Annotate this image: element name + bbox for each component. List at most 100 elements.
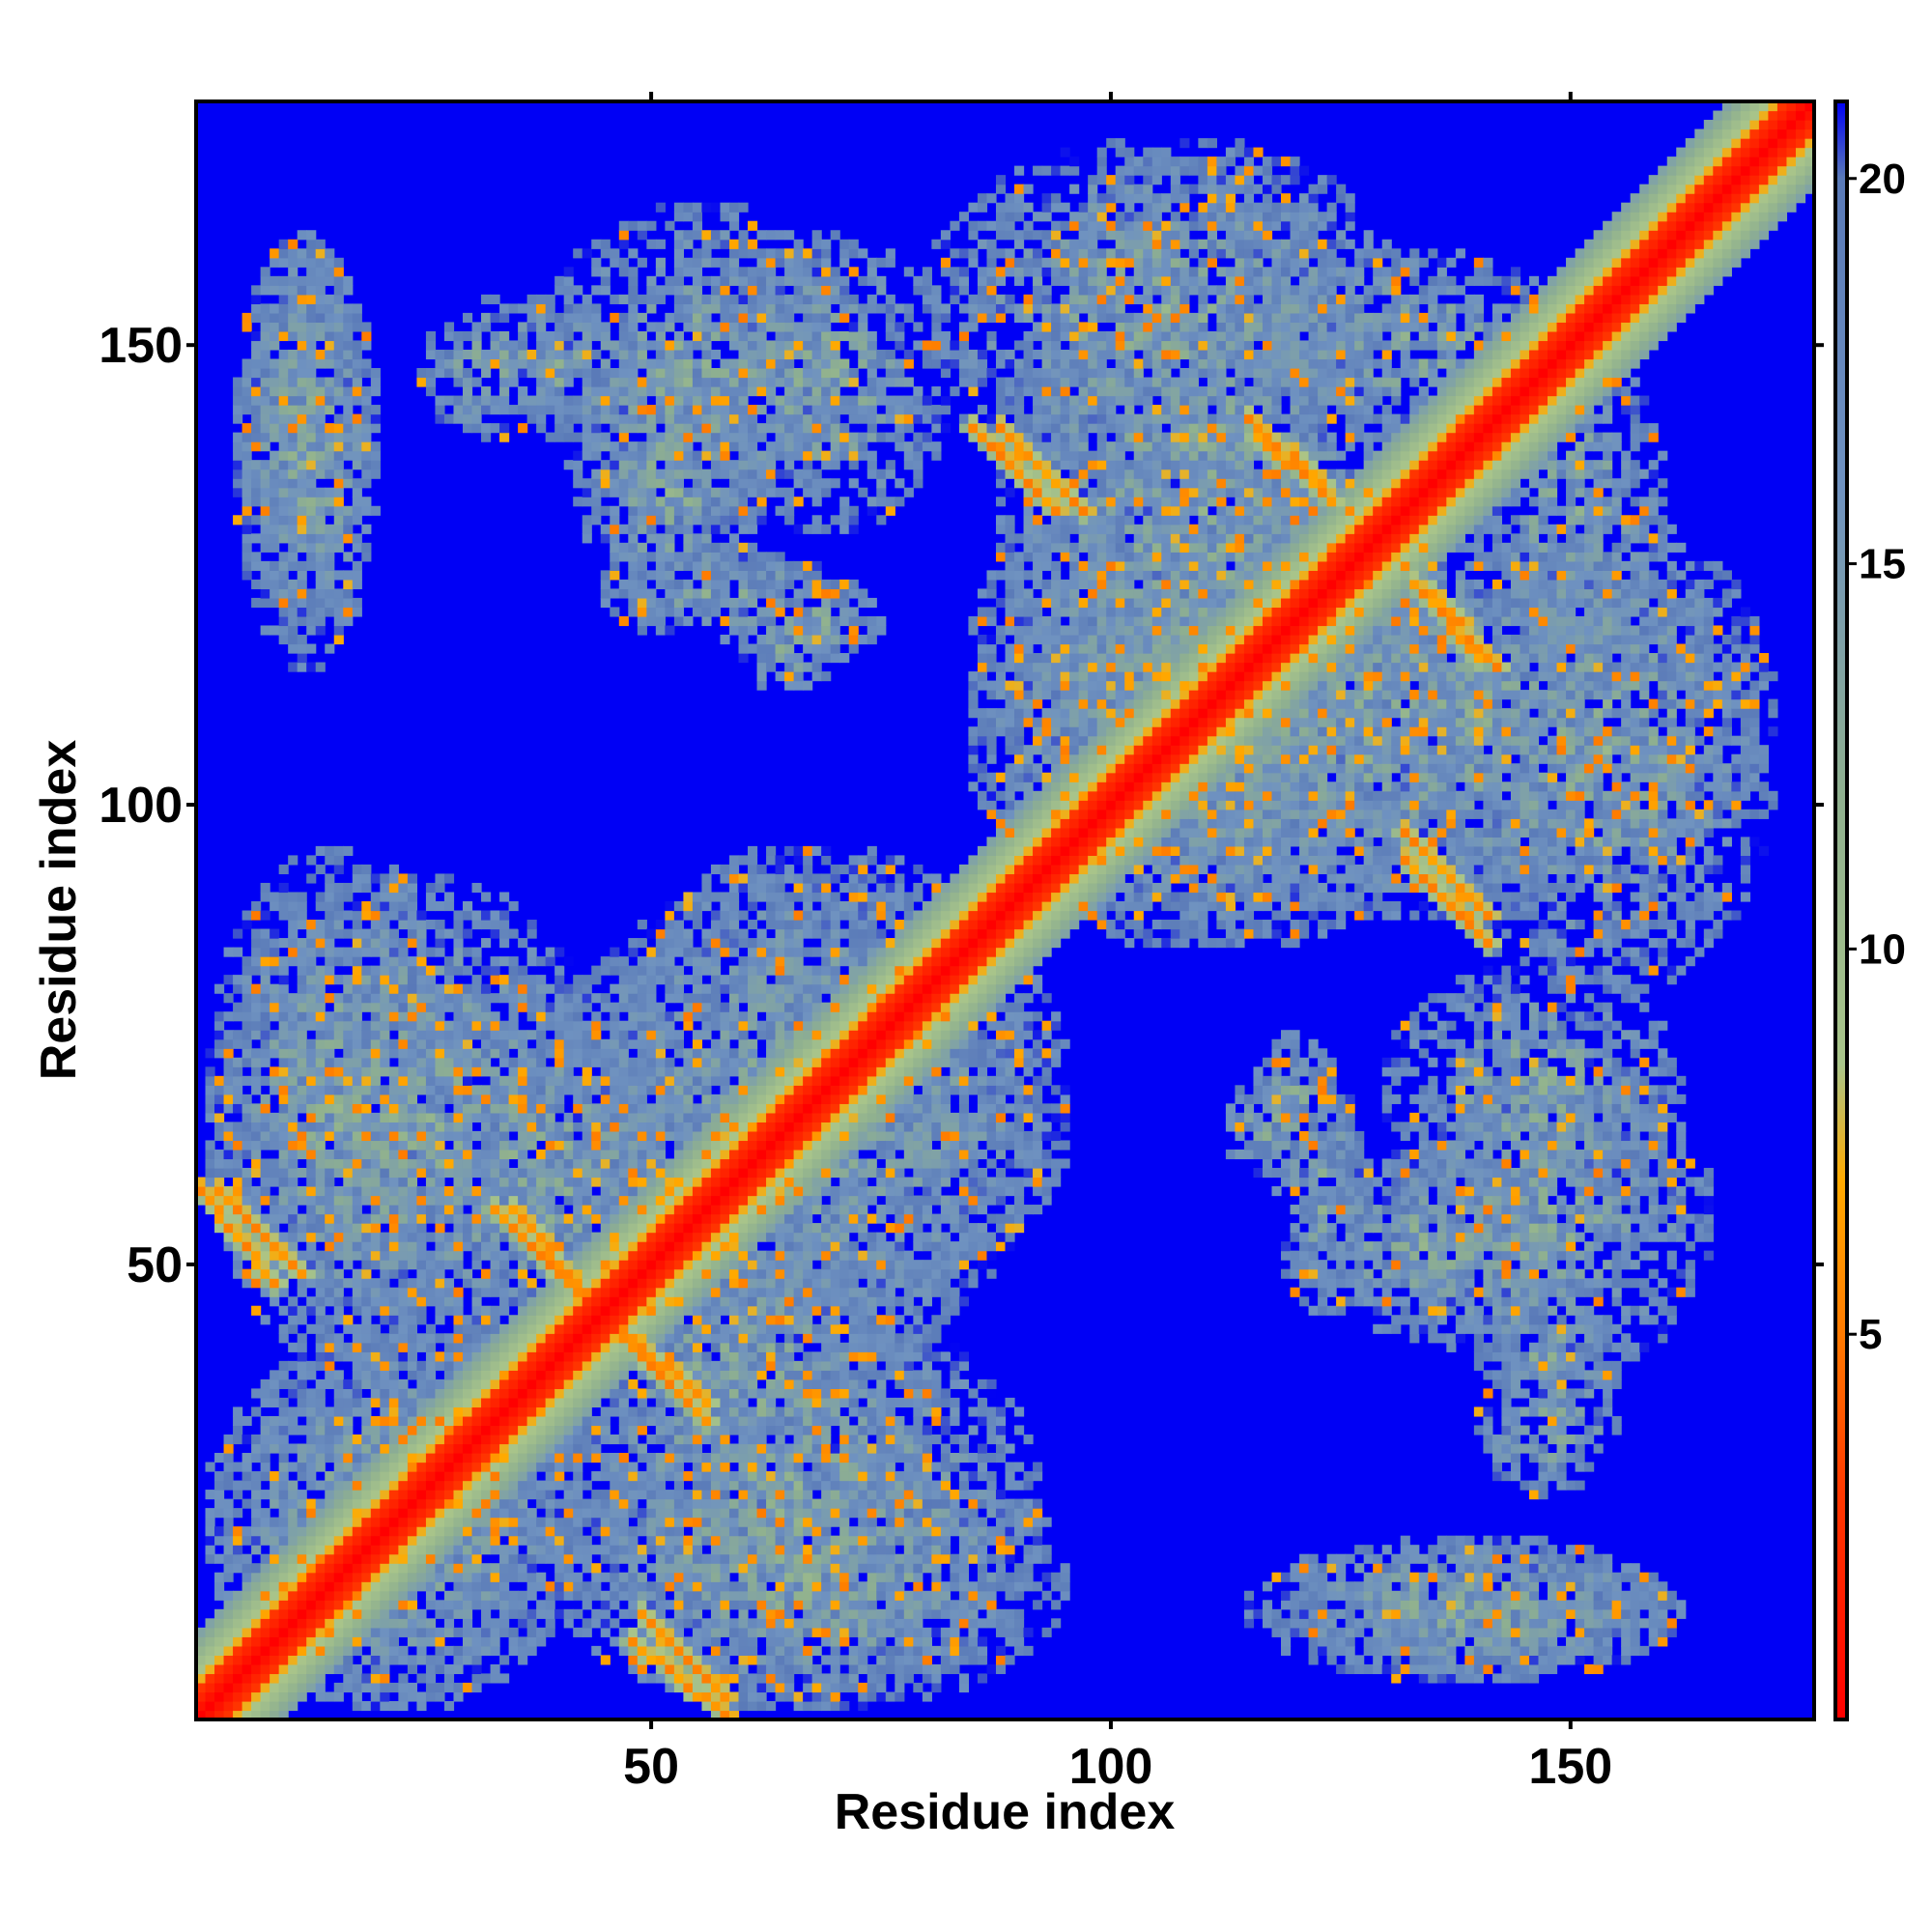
heatmap-cell [333, 1425, 344, 1435]
heatmap-cell [233, 1663, 243, 1675]
heatmap-cell [435, 882, 445, 894]
heatmap-cell [453, 1085, 464, 1095]
heatmap-cell [297, 1315, 307, 1325]
heatmap-cell [398, 1186, 409, 1197]
heatmap-cell [683, 892, 694, 902]
heatmap-cell [306, 322, 317, 332]
heatmap-cell [453, 1066, 464, 1077]
heatmap-cell [526, 349, 537, 360]
heatmap-cell [508, 1627, 519, 1637]
heatmap-cell [518, 1498, 528, 1509]
heatmap-cell [526, 1305, 537, 1316]
heatmap-cell [388, 1066, 399, 1077]
heatmap-cell [490, 1315, 500, 1325]
heatmap-cell [508, 956, 519, 967]
heatmap-cell [333, 1453, 344, 1463]
heatmap-cell [333, 1122, 344, 1132]
heatmap-cell [563, 1122, 574, 1132]
heatmap-cell [278, 588, 289, 599]
heatmap-cell [683, 1600, 694, 1610]
heatmap-cell [242, 1205, 252, 1215]
heatmap-cell [673, 1655, 685, 1665]
heatmap-cell [665, 1030, 675, 1040]
heatmap-cell [278, 864, 289, 875]
heatmap-cell [518, 1103, 528, 1114]
heatmap-cell [508, 1563, 519, 1574]
heatmap-cell [628, 1020, 639, 1031]
heatmap-cell [416, 1342, 427, 1352]
heatmap-cell [425, 1600, 437, 1610]
heatmap-cell [278, 1498, 289, 1509]
heatmap-cell [251, 1453, 262, 1463]
heatmap-cell [637, 607, 647, 617]
heatmap-cell [407, 1241, 418, 1252]
heatmap-cell [278, 965, 289, 976]
heatmap-cell [251, 1085, 262, 1095]
heatmap-cell [270, 423, 280, 434]
heatmap-cell [600, 460, 611, 470]
heatmap-cell [665, 432, 675, 442]
heatmap-cell [591, 1388, 602, 1399]
heatmap-cell [343, 845, 354, 856]
heatmap-cell [490, 975, 500, 985]
heatmap-cell [361, 386, 372, 397]
heatmap-cell [270, 588, 280, 599]
heatmap-cell [683, 1581, 694, 1592]
heatmap-cell [655, 1268, 666, 1279]
heatmap-cell [665, 975, 675, 985]
heatmap-cell [591, 515, 602, 526]
heatmap-cell [490, 1130, 500, 1142]
heatmap-cell [490, 1177, 500, 1187]
heatmap-cell [251, 1508, 262, 1519]
heatmap-cell [343, 928, 354, 939]
heatmap-cell [637, 497, 647, 507]
heatmap-cell [352, 1002, 362, 1012]
heatmap-cell [425, 1581, 437, 1592]
heatmap-cell [646, 1434, 657, 1445]
heatmap-cell [471, 1103, 482, 1114]
heatmap-cell [325, 873, 335, 884]
heatmap-cell [610, 1618, 620, 1629]
heatmap-cell [352, 1038, 362, 1049]
heatmap-cell [325, 405, 335, 415]
heatmap-cell [554, 330, 565, 342]
heatmap-cell [288, 1038, 298, 1049]
heatmap-cell [518, 1370, 528, 1380]
heatmap-cell [683, 1434, 694, 1445]
heatmap-cell [242, 1480, 252, 1491]
heatmap-cell [398, 1268, 409, 1279]
heatmap-cell [425, 1498, 437, 1509]
heatmap-cell [270, 542, 280, 553]
heatmap-cell [471, 330, 482, 342]
heatmap-cell [508, 1038, 519, 1049]
heatmap-cell [388, 1140, 399, 1151]
heatmap-cell [683, 956, 694, 967]
heatmap-cell [471, 1167, 482, 1179]
heatmap-cell [655, 1177, 666, 1187]
heatmap-cell [499, 1471, 510, 1482]
heatmap-cell [325, 524, 335, 534]
heatmap-cell [628, 1305, 639, 1316]
heatmap-cell [435, 1453, 445, 1463]
heatmap-cell [554, 1498, 565, 1509]
heatmap-cell [673, 607, 685, 617]
heatmap-cell [278, 1241, 289, 1252]
heatmap-cell [499, 1618, 510, 1629]
heatmap-cell [297, 1342, 307, 1352]
heatmap-cell [618, 239, 629, 249]
heatmap-cell [526, 1223, 537, 1234]
heatmap-cell [361, 1655, 372, 1665]
heatmap-cell [673, 1360, 685, 1371]
heatmap-cell [333, 892, 344, 902]
heatmap-cell [242, 570, 252, 581]
heatmap-cell [352, 597, 362, 609]
heatmap-cell [288, 1572, 298, 1582]
heatmap-cell [407, 1600, 418, 1610]
heatmap-cell [233, 1600, 243, 1610]
heatmap-cell [471, 1305, 482, 1316]
heatmap-cell [343, 330, 354, 342]
heatmap-cell [618, 1002, 629, 1012]
heatmap-cell [646, 1388, 657, 1399]
heatmap-cell [646, 377, 657, 387]
heatmap-cell [563, 413, 574, 424]
